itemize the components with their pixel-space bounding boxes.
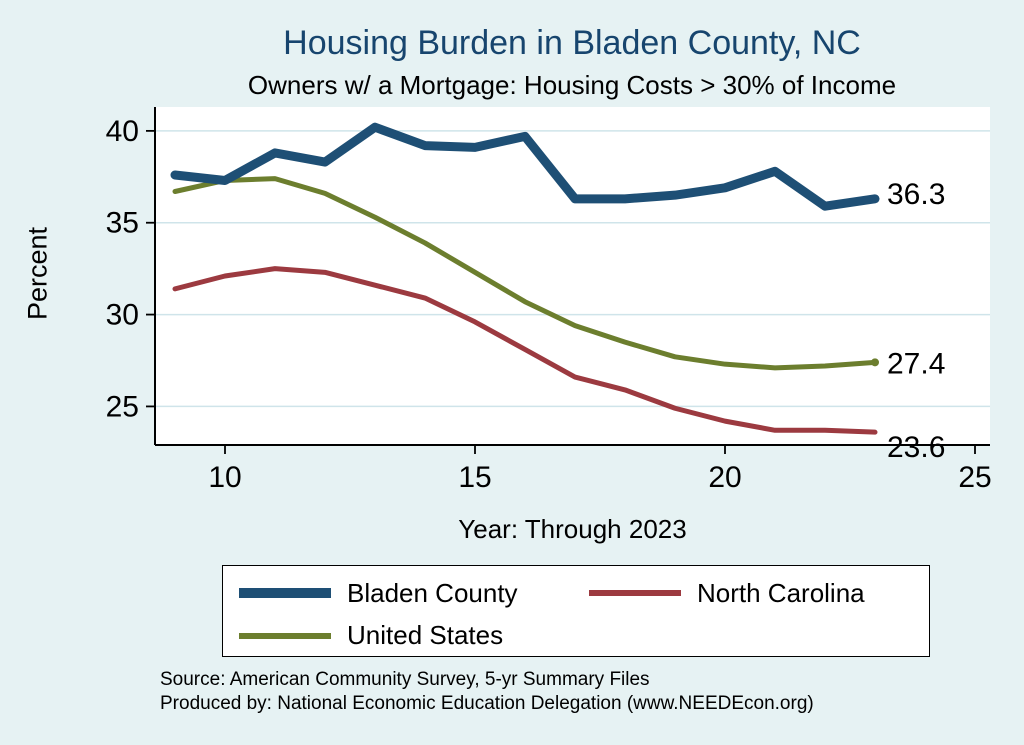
- y-tick-label: 35: [106, 207, 139, 240]
- series-line-united-states: [172, 176, 878, 371]
- legend-item-united-states: United States: [239, 618, 589, 654]
- y-tick-label: 30: [106, 299, 139, 332]
- legend-label-bladen-county: Bladen County: [347, 577, 518, 608]
- y-tick-label: 25: [106, 390, 139, 423]
- y-tick-label: 40: [106, 115, 139, 148]
- plot-area: 25 30 35 40 10 15 20 25 36.3 23.6 27.4: [106, 107, 992, 494]
- end-value-label-united-states: 27.4: [887, 347, 945, 380]
- legend-label-united-states: United States: [347, 620, 504, 650]
- legend-label-north-carolina: North Carolina: [697, 577, 865, 608]
- source-line-1: Source: American Community Survey, 5-yr …: [160, 669, 650, 690]
- legend-swatch-bladen-county: [239, 588, 331, 598]
- series-line-bladen-county: [170, 122, 880, 211]
- series-line-north-carolina: [172, 266, 878, 435]
- source-line-2: Produced by: National Economic Education…: [160, 692, 814, 714]
- x-tick-label: 15: [458, 461, 491, 494]
- source-note: Source: American Community Survey, 5-yr …: [160, 668, 814, 716]
- end-marker-united-states: [871, 358, 879, 367]
- legend-swatch-united-states: [239, 632, 331, 639]
- legend: Bladen County North Carolina United Stat…: [222, 565, 930, 657]
- chart-subtitle: Owners w/ a Mortgage: Housing Costs > 30…: [247, 70, 897, 100]
- end-value-label-bladen-county: 36.3: [887, 178, 945, 211]
- plot-background: [155, 107, 990, 445]
- x-tick-label: 20: [708, 461, 741, 494]
- legend-swatch-north-carolina: [589, 590, 681, 596]
- x-axis-label: Year: Through 2023: [458, 514, 687, 544]
- end-value-label-north-carolina: 23.6: [887, 431, 945, 464]
- chart-title: Housing Burden in Bladen County, NC: [283, 24, 861, 62]
- legend-item-north-carolina: North Carolina: [589, 575, 929, 611]
- x-tick-label: 25: [958, 461, 991, 494]
- legend-item-bladen-county: Bladen County: [239, 575, 589, 611]
- x-tick-label: 10: [208, 461, 241, 494]
